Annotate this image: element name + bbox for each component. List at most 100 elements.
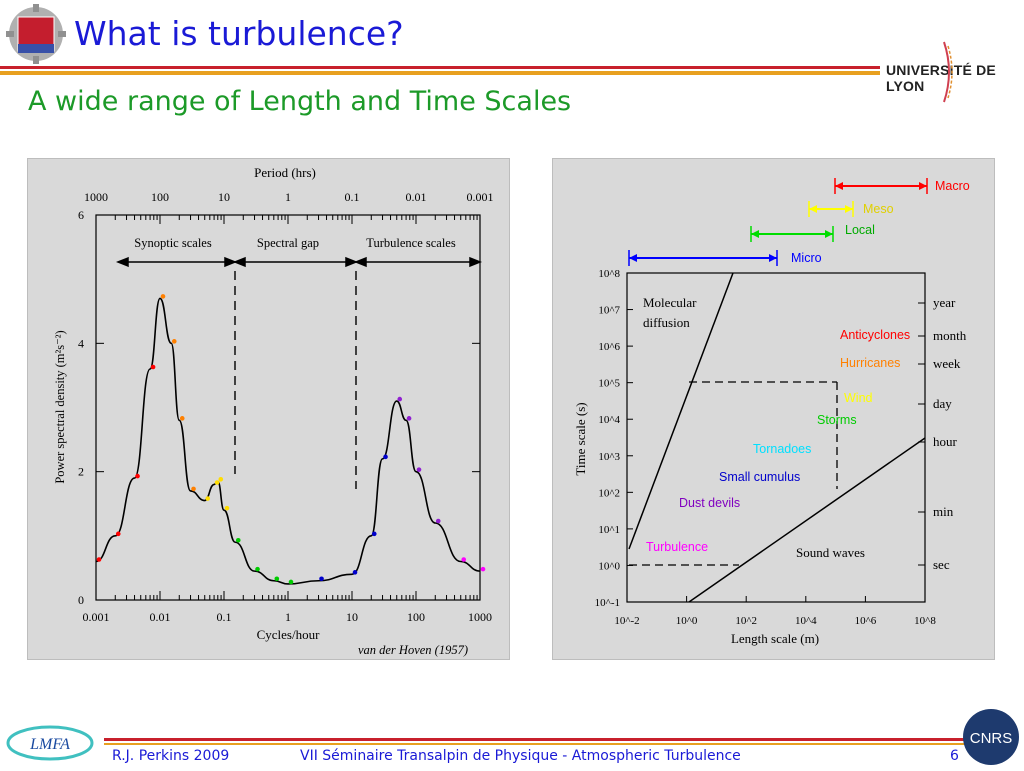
y-tick-label: 2 <box>78 465 84 479</box>
x-tick-label: 0.001 <box>83 610 110 624</box>
measurement-dot <box>224 505 230 511</box>
measurement-dot <box>416 467 422 472</box>
r-y-tick-label: 10^7 <box>598 305 620 317</box>
scale-arrowhead <box>809 205 817 213</box>
period-tick-label: 0.01 <box>406 190 427 204</box>
r-y-tick-label: 10^2 <box>598 487 620 499</box>
scales-plot-frame <box>626 272 926 603</box>
y-tick-label: 4 <box>78 336 84 350</box>
measurement-dot <box>179 416 185 421</box>
measurement-dot <box>214 480 220 485</box>
y-tick-label: 0 <box>78 593 84 607</box>
period-axis-label: Period (hrs) <box>254 165 316 180</box>
period-tick-label: 0.001 <box>467 190 494 204</box>
lmfa-logo-text: LMFA <box>29 736 70 753</box>
phenomenon-label: Hurricanes <box>840 356 900 370</box>
footer-rule-accent <box>104 743 964 745</box>
centrale-logo <box>6 4 66 64</box>
scale-label: Macro <box>935 179 970 193</box>
x-tick-label: 0.1 <box>217 610 232 624</box>
time-unit-label: month <box>933 328 967 343</box>
scale-arrowhead <box>629 254 637 262</box>
scale-arrowhead <box>835 182 843 190</box>
time-unit-label: hour <box>933 434 958 449</box>
scale-arrowhead <box>751 230 759 238</box>
scale-arrowhead <box>769 254 777 262</box>
period-tick-label: 100 <box>151 190 169 204</box>
measurement-dot <box>171 339 177 344</box>
r-x-tick-label: 10^0 <box>676 615 698 627</box>
footer-event: VII Séminaire Transalpin de Physique - A… <box>300 748 741 764</box>
r-x-tick-label: 10^6 <box>855 615 877 627</box>
measurement-dot <box>235 537 241 543</box>
spectrum-plot-frame <box>95 214 481 601</box>
r-x-tick-label: 10^4 <box>795 615 817 627</box>
molecular-label: Molecular <box>643 295 697 310</box>
header-rule-accent <box>0 71 880 75</box>
r-y-tick-label: 10^4 <box>598 414 620 426</box>
r-y-tick-label: 10^3 <box>598 451 620 463</box>
slide-subtitle: A wide range of Length and Time Scales <box>28 86 572 117</box>
footer-author: R.J. Perkins 2009 <box>112 748 230 764</box>
phenomenon-label: Anticyclones <box>840 328 910 342</box>
y-tick-label: 6 <box>78 208 84 222</box>
scale-label: Local <box>845 223 875 237</box>
x-tick-label: 100 <box>407 610 425 624</box>
r-y-tick-label: 10^1 <box>598 524 620 536</box>
scale-label: Micro <box>791 251 822 265</box>
scale-arrowhead <box>845 205 853 213</box>
measurement-dot <box>255 566 260 572</box>
spectrum-panel: Period (hrs) 1000 100 10 1 0.1 0.01 0.001 0.00… <box>27 158 510 660</box>
cnrs-logo-text: CNRS <box>970 730 1013 747</box>
r-y-tick-label: 10^0 <box>598 560 620 572</box>
r-x-tick-label: 10^2 <box>735 615 757 627</box>
measurement-dot <box>319 576 324 582</box>
spectrum-curve <box>95 297 481 585</box>
measurement-dot <box>406 416 412 421</box>
scale-arrowhead <box>825 230 833 238</box>
measurement-dot <box>218 476 224 482</box>
time-unit-label: sec <box>933 557 950 572</box>
period-tick-label: 0.1 <box>345 190 360 204</box>
lyon-logo-mark <box>940 40 956 104</box>
r-y-axis-label: Time scale (s) <box>573 402 588 475</box>
region-arrows <box>115 256 483 268</box>
region-label-synoptic: Synoptic scales <box>134 236 212 250</box>
measurement-dot <box>191 486 196 492</box>
r-x-tick-label: 10^-2 <box>614 615 639 627</box>
r-y-tick-label: 10^8 <box>598 268 620 280</box>
page-number: 6 <box>950 748 959 764</box>
scale-label: Meso <box>863 202 894 216</box>
measurement-dot <box>371 531 377 537</box>
r-y-tick-label: 10^6 <box>598 341 620 353</box>
measurement-dot <box>435 518 441 524</box>
measurement-dot <box>461 557 467 562</box>
spectrum-chart: Period (hrs) 1000 100 10 1 0.1 0.01 0.001 0.00… <box>53 165 494 657</box>
x-axis-label: Cycles/hour <box>257 627 320 642</box>
measurement-dot <box>352 570 358 575</box>
time-unit-label: year <box>933 295 956 310</box>
measurement-dot <box>135 473 140 479</box>
phenomenon-label: Storms <box>817 413 857 427</box>
phenomenon-label: Tornadoes <box>753 442 811 456</box>
measurement-dot <box>383 454 388 460</box>
diffusion-label: diffusion <box>643 315 690 330</box>
time-unit-label: min <box>933 504 954 519</box>
footer-rule <box>104 738 964 741</box>
x-tick-label: 0.01 <box>150 610 171 624</box>
period-tick-label: 10 <box>218 190 230 204</box>
r-y-tick-label: 10^-1 <box>595 597 620 609</box>
slide-title: What is turbulence? <box>74 14 404 53</box>
measurement-dot <box>115 531 121 537</box>
x-tick-label: 10 <box>346 610 358 624</box>
time-unit-label: week <box>933 356 961 371</box>
region-label-turbulence: Turbulence scales <box>366 236 456 250</box>
scale-arrowhead <box>919 182 927 190</box>
phenomenon-label: Wind <box>844 391 873 405</box>
x-tick-label: 1 <box>285 610 291 624</box>
region-label-gap: Spectral gap <box>257 236 319 250</box>
lmfa-logo: LMFA <box>4 722 96 764</box>
x-tick-label: 1000 <box>468 610 492 624</box>
cnrs-logo: CNRS <box>962 708 1020 766</box>
header-rule <box>0 66 880 69</box>
